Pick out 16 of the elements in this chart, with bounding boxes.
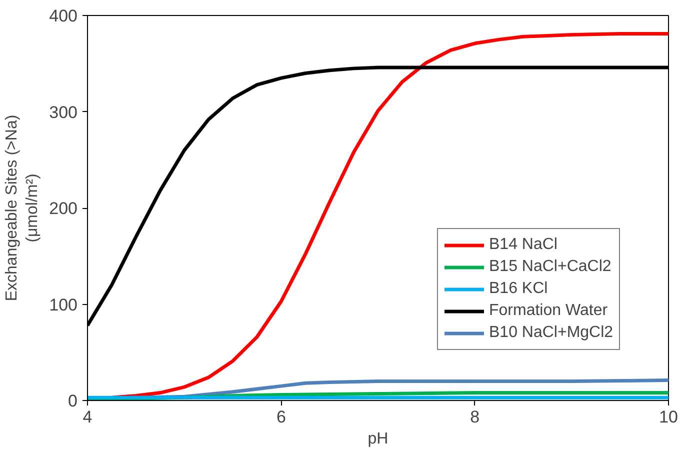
x-axis-title: pH [368, 430, 388, 448]
y-axis-title: Exchangeable Sites (>Na) (μmol/m²) [4, 114, 42, 302]
y-tick-label: 300 [49, 102, 78, 122]
legend-label: B15 NaCl+CaCl2 [489, 258, 612, 276]
legend-label: Formation Water [489, 302, 608, 320]
x-tick-label: 4 [82, 408, 92, 426]
legend-label: B16 KCl [489, 280, 548, 298]
x-tick-label: 10 [659, 408, 678, 426]
y-tick-label: 400 [49, 6, 78, 26]
y-tick-label: 0 [68, 392, 78, 410]
x-tick-label: 8 [470, 408, 480, 426]
legend-label: B14 NaCl [489, 236, 558, 254]
y-tick-label: 200 [49, 199, 78, 218]
x-tick-label: 6 [276, 408, 286, 426]
legend-label: B10 NaCl+MgCl2 [489, 324, 614, 342]
y-tick-label: 100 [49, 295, 78, 314]
